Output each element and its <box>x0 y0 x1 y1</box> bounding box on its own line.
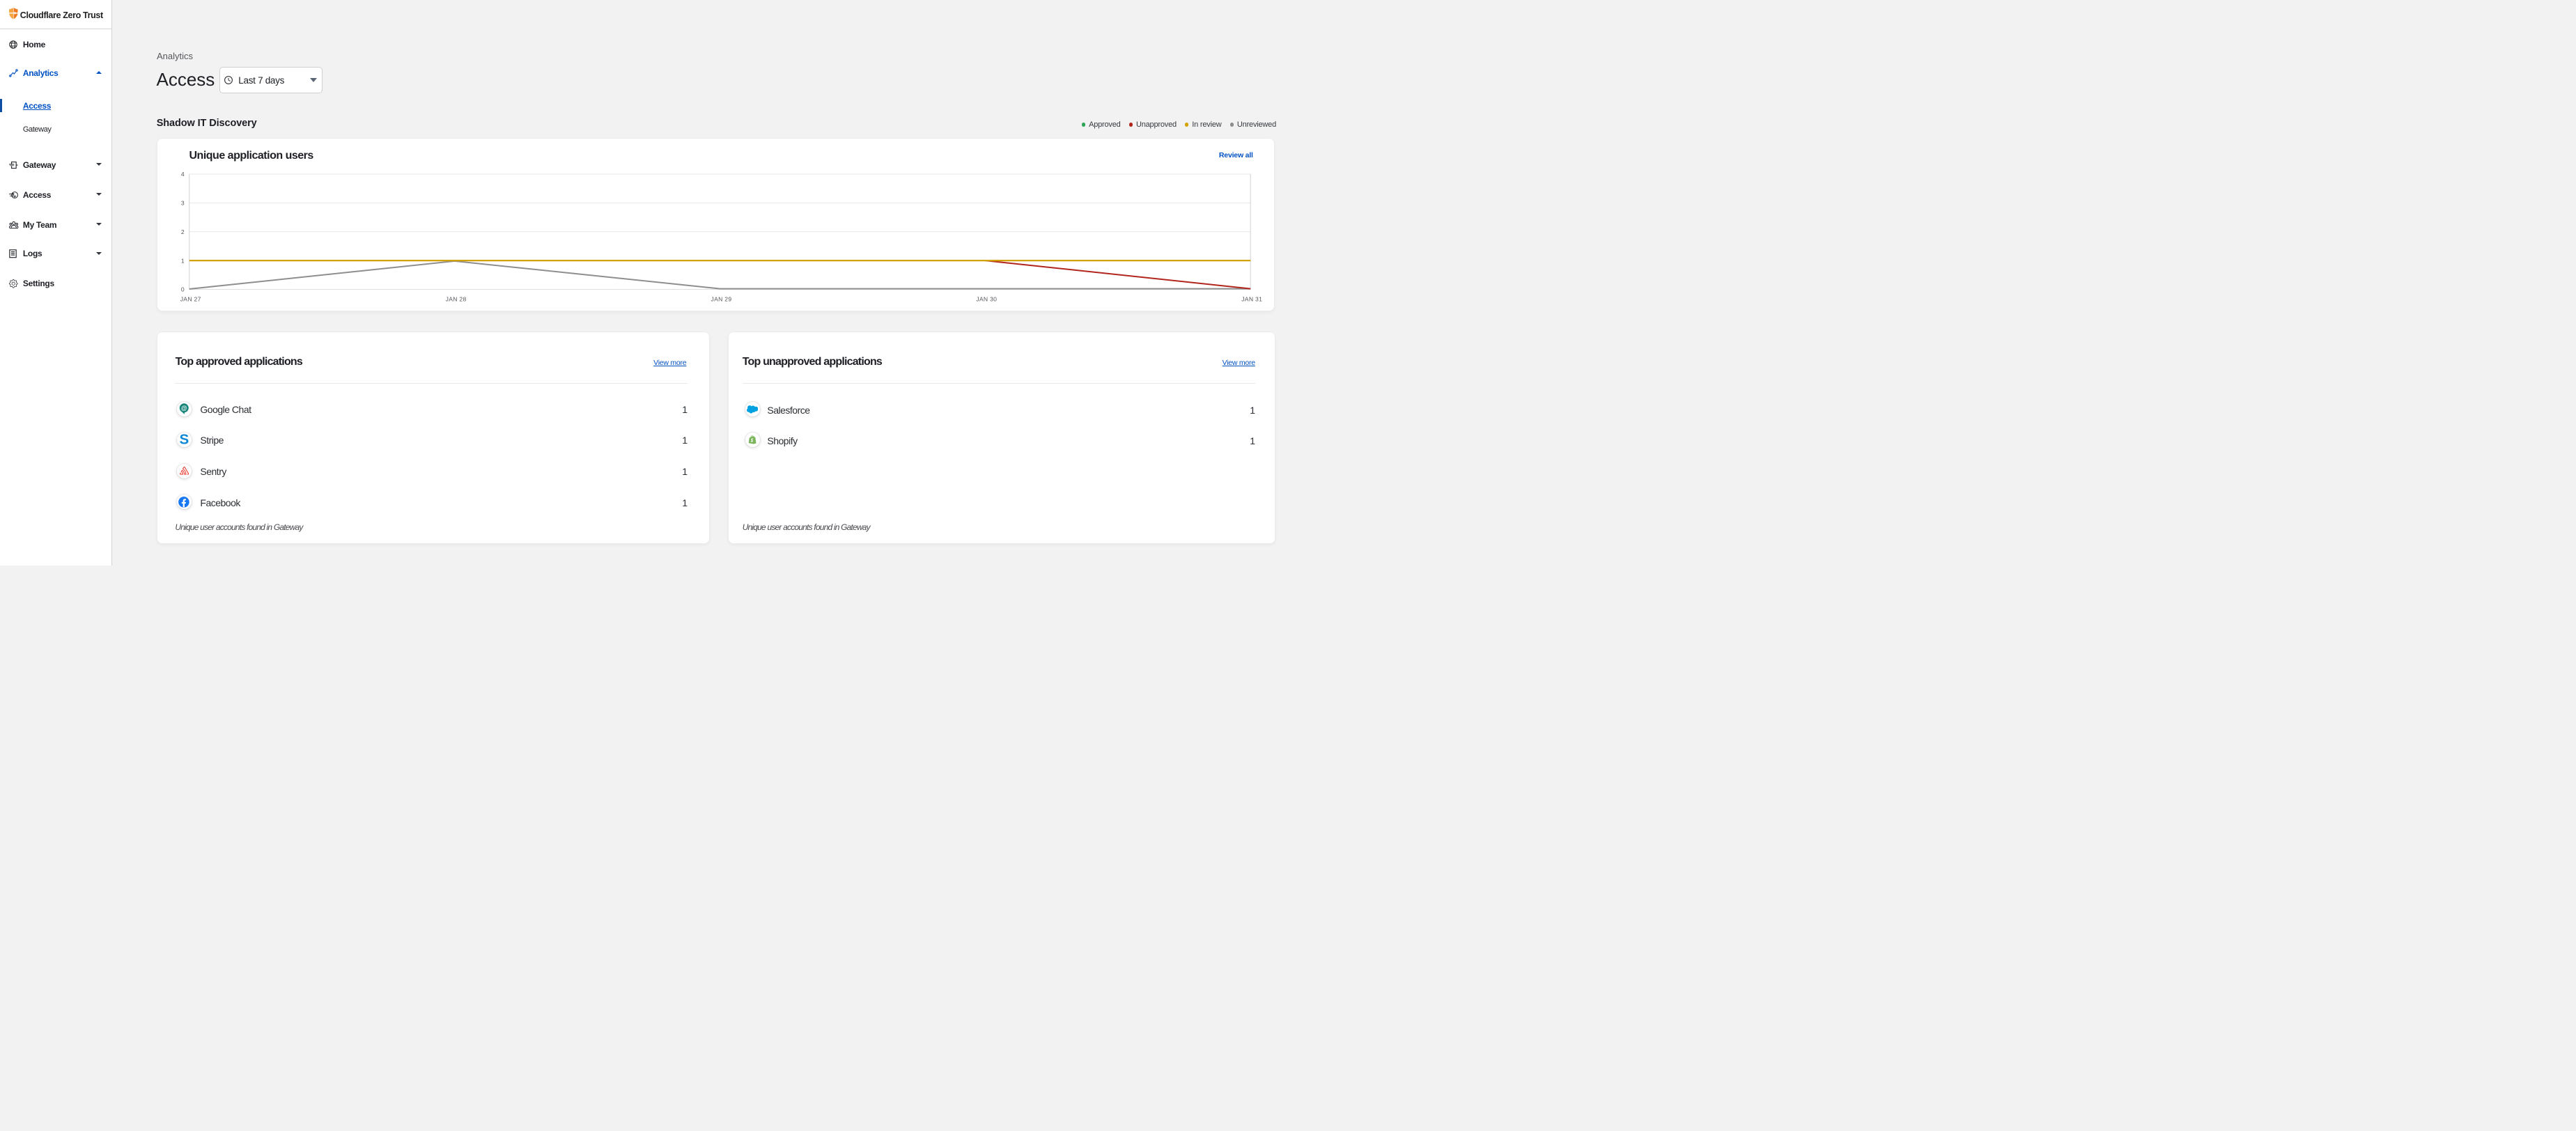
svg-text:0: 0 <box>181 286 185 293</box>
svg-text:3: 3 <box>181 199 185 206</box>
svg-text:JAN 28: JAN 28 <box>446 295 467 302</box>
svg-text:JAN 27: JAN 27 <box>180 295 201 302</box>
svg-text:JAN 31: JAN 31 <box>1242 295 1263 302</box>
svg-text:@: @ <box>181 405 187 412</box>
svg-text:2: 2 <box>181 228 185 235</box>
svg-text:JAN 30: JAN 30 <box>977 295 998 302</box>
svg-text:JAN 29: JAN 29 <box>711 295 732 302</box>
svg-text:4: 4 <box>181 171 185 178</box>
svg-text:1: 1 <box>181 257 185 264</box>
